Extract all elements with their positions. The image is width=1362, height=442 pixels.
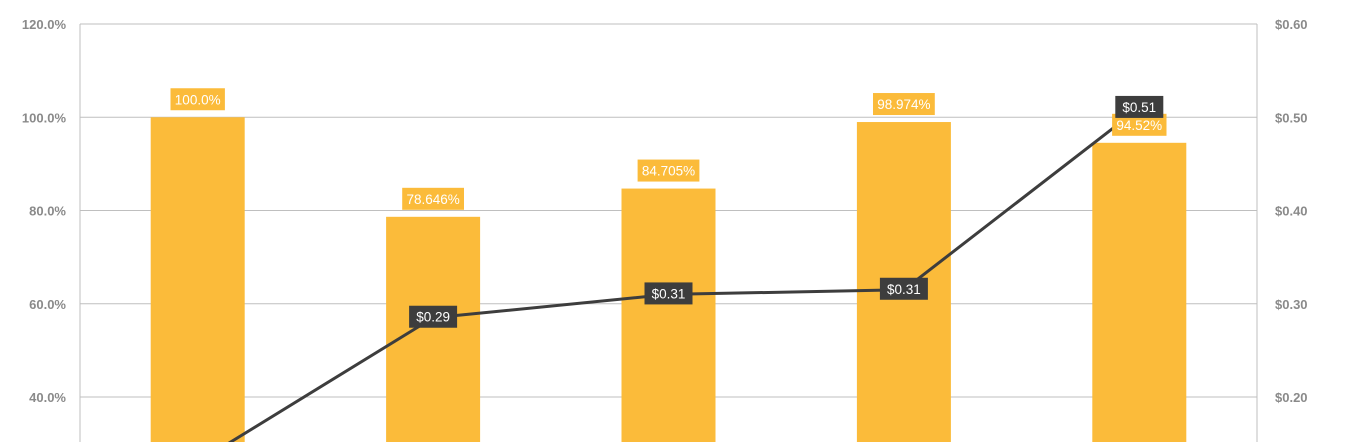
- line-data-label-box: [1115, 95, 1164, 118]
- line-data-label: $0.31: [887, 282, 921, 297]
- bar-data-label-box: [402, 187, 464, 210]
- bar: [150, 117, 245, 442]
- bar-data-label: 78.646%: [406, 192, 459, 207]
- line-data-label: $0.31: [652, 286, 686, 301]
- bar: [621, 188, 716, 442]
- bar-series: [150, 117, 1187, 442]
- left-axis-tick-label: 80.0%: [29, 204, 66, 219]
- left-axis-tick-label: 40.0%: [29, 390, 66, 405]
- bar-data-label-box: [170, 88, 225, 111]
- line-data-label-box: [644, 282, 693, 305]
- bar: [386, 216, 481, 442]
- right-axis-tick-label: $0.30: [1275, 297, 1308, 312]
- line-data-label-box: [409, 305, 458, 328]
- bar-data-label: 100.0%: [175, 92, 221, 107]
- right-axis-tick-label: $0.60: [1275, 17, 1308, 32]
- bar-data-label: 94.52%: [1116, 118, 1162, 133]
- left-axis-tick-label: 60.0%: [29, 297, 66, 312]
- bar-data-label-box: [1112, 113, 1167, 136]
- axes: 120.0% 100.0% 80.0% 60.0% 40.0% $0.60 $0.50 $0.…: [22, 17, 1308, 442]
- line-data-label: $0.29: [416, 310, 450, 325]
- bar-data-label-box: [637, 159, 700, 182]
- line-data-label-box: [879, 277, 928, 300]
- right-axis-tick-label: $0.40: [1275, 204, 1308, 219]
- bar: [1092, 142, 1187, 442]
- right-axis-tick-label: $0.50: [1275, 110, 1308, 125]
- bar-data-label: 84.705%: [642, 164, 695, 179]
- line-data-label: $0.51: [1122, 100, 1156, 115]
- right-axis-tick-label: $0.20: [1275, 390, 1308, 405]
- left-axis-tick-label: 100.0%: [22, 110, 67, 125]
- bar-data-label: 98.974%: [877, 97, 930, 112]
- bar-data-label-box: [873, 93, 935, 116]
- left-axis-tick-label: 120.0%: [22, 17, 67, 32]
- data-labels: 100.0% 78.646% 84.705% 98.974% 94.52% $0.29 $0…: [170, 88, 1167, 328]
